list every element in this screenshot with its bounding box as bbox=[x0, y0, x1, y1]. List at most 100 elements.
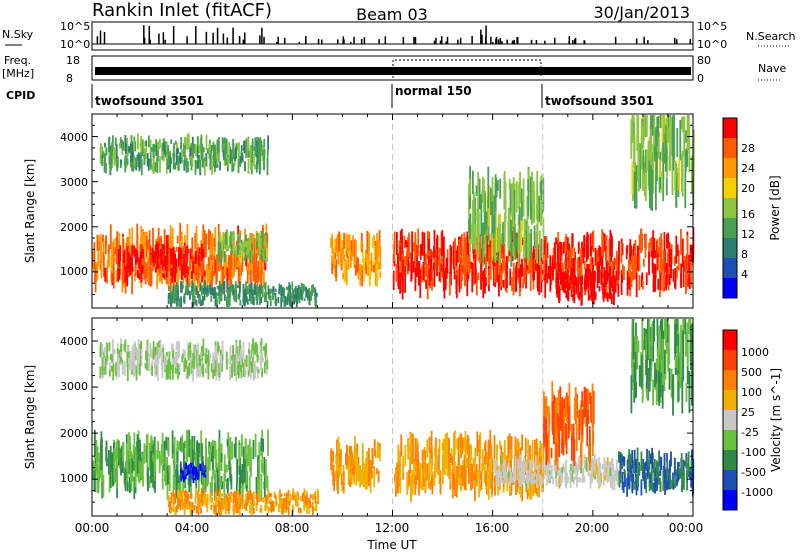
scatter-strip bbox=[456, 465, 458, 489]
scatter-strip bbox=[540, 179, 543, 200]
scatter-strip bbox=[187, 493, 190, 499]
scatter-strip bbox=[504, 465, 507, 481]
scatter-strip bbox=[542, 391, 545, 423]
scatter-strip bbox=[486, 228, 488, 257]
scatter-strip bbox=[308, 293, 311, 306]
scatter-strip bbox=[150, 267, 153, 284]
scatter-strip bbox=[312, 284, 314, 293]
scatter-strip bbox=[640, 235, 643, 249]
scatter-strip bbox=[175, 293, 178, 300]
scatter-strip bbox=[210, 504, 213, 510]
scatter-strip bbox=[510, 220, 512, 247]
scatter-strip bbox=[497, 180, 499, 191]
scatter-strip bbox=[105, 440, 108, 460]
scatter-strip bbox=[218, 298, 221, 305]
scatter-strip bbox=[585, 456, 588, 472]
scatter-strip bbox=[231, 363, 233, 378]
scatter-strip bbox=[520, 188, 523, 232]
scatter-strip bbox=[297, 507, 300, 513]
scatter-strip bbox=[640, 136, 643, 170]
scatter-strip bbox=[183, 261, 185, 273]
scatter-strip bbox=[203, 495, 205, 506]
scatter-strip bbox=[481, 223, 484, 263]
scatter-strip bbox=[568, 283, 571, 290]
scatter-strip bbox=[540, 275, 543, 293]
scatter-strip bbox=[534, 464, 537, 492]
scatter-strip bbox=[266, 158, 269, 167]
scatter-strip bbox=[605, 246, 607, 262]
scatter-strip bbox=[648, 251, 650, 275]
scatter-strip bbox=[166, 466, 169, 485]
scatter-strip bbox=[477, 171, 479, 204]
scatter-strip bbox=[145, 235, 148, 257]
scatter-strip bbox=[131, 458, 134, 473]
scatter-strip bbox=[573, 397, 576, 421]
scatter-strip bbox=[158, 259, 161, 274]
scatter-strip bbox=[200, 244, 203, 258]
scatter-strip bbox=[352, 235, 354, 256]
scatter-strip bbox=[436, 238, 438, 250]
scatter-strip bbox=[260, 270, 263, 283]
scatter-strip bbox=[122, 141, 125, 151]
scatter-strip bbox=[342, 240, 345, 260]
scatter-strip bbox=[274, 292, 277, 301]
scatter-strip bbox=[213, 287, 215, 299]
scatter-strip bbox=[225, 231, 227, 245]
scatter-strip bbox=[631, 161, 634, 194]
scatter-strip bbox=[546, 272, 549, 284]
scatter-strip bbox=[578, 256, 581, 268]
scatter-strip bbox=[314, 295, 317, 307]
scatter-strip bbox=[157, 141, 160, 157]
scatter-strip bbox=[201, 355, 203, 370]
scatter-strip bbox=[608, 470, 610, 479]
scatter-strip bbox=[330, 450, 333, 467]
scatter-strip bbox=[142, 140, 145, 148]
scatter-strip bbox=[466, 231, 469, 255]
scatter-strip bbox=[96, 234, 99, 251]
scatter-strip bbox=[209, 287, 212, 294]
scatter-strip bbox=[121, 360, 124, 375]
scatter-strip bbox=[460, 433, 462, 459]
scatter-strip bbox=[509, 449, 512, 465]
scatter-strip bbox=[165, 264, 167, 271]
scatter-strip bbox=[166, 158, 169, 166]
scatter-strip bbox=[445, 448, 447, 469]
scatter-strip bbox=[347, 464, 349, 470]
scatter-strip bbox=[241, 152, 244, 161]
scatter-strip bbox=[478, 484, 481, 492]
scatter-strip bbox=[173, 143, 175, 149]
scatter-strip bbox=[558, 263, 561, 272]
scatter-strip bbox=[180, 468, 182, 477]
scatter-strip bbox=[655, 129, 657, 171]
scatter-strip bbox=[109, 369, 111, 377]
scatter-strip bbox=[621, 461, 623, 470]
scatter-strip bbox=[510, 436, 513, 460]
scatter-strip bbox=[547, 460, 550, 471]
scatter-strip bbox=[417, 452, 420, 476]
scatter-strip bbox=[143, 149, 146, 165]
scatter-strip bbox=[285, 286, 288, 290]
scatter-strip bbox=[204, 466, 207, 493]
scatter-strip bbox=[663, 453, 666, 472]
scatter-strip bbox=[535, 438, 538, 467]
scatter-strip bbox=[422, 261, 425, 280]
scatter-strip bbox=[404, 266, 406, 293]
scatter-strip bbox=[130, 135, 133, 150]
scatter-strip bbox=[187, 133, 190, 150]
scatter-strip bbox=[472, 200, 474, 244]
scatter-strip bbox=[377, 442, 380, 458]
scatter-strip bbox=[136, 223, 139, 252]
scatter-strip bbox=[333, 248, 335, 269]
scatter-strip bbox=[468, 218, 470, 233]
scatter-strip bbox=[131, 142, 134, 159]
scatter-strip bbox=[500, 270, 503, 288]
scatter-strip bbox=[410, 252, 413, 282]
scatter-strip bbox=[101, 357, 104, 376]
scatter-strip bbox=[184, 138, 186, 155]
scatter-strip bbox=[236, 346, 239, 360]
scatter-strip bbox=[560, 478, 563, 486]
scatter-strip bbox=[509, 249, 511, 257]
scatter-strip bbox=[666, 234, 668, 249]
scatter-strip bbox=[117, 253, 119, 281]
scatter-strip bbox=[183, 479, 186, 487]
